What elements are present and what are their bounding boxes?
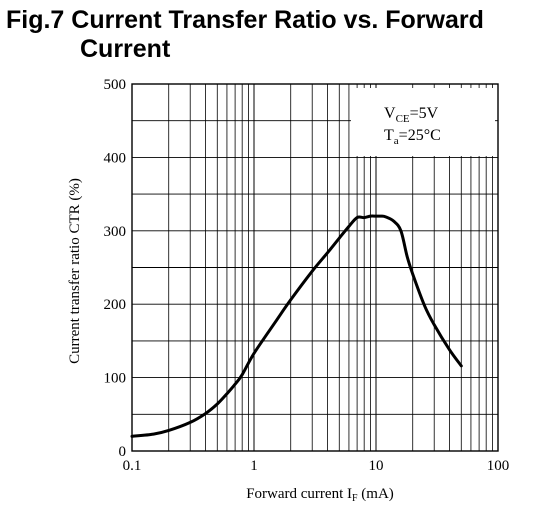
y-tick-label: 300 <box>104 224 127 240</box>
figure-title-line1: Fig.7 Current Transfer Ratio vs. Forward <box>6 6 484 34</box>
grid-layer <box>132 84 498 451</box>
series-layer <box>130 214 463 438</box>
x-tick-label: 100 <box>487 458 510 474</box>
y-tick-label: 200 <box>104 297 127 313</box>
y-axis-label: Current transfer ratio CTR (%) <box>67 178 83 364</box>
figure-title: Fig.7 Current Transfer Ratio vs. Forward… <box>6 6 546 64</box>
annotation-vce: VCE=5V <box>384 105 439 125</box>
x-tick-label: 0.1 <box>123 458 142 474</box>
annotation-ta: Ta=25°C <box>384 127 441 147</box>
y-tick-labels: 0 100 200 300 400 500 <box>104 77 127 460</box>
annotation-background <box>351 88 495 156</box>
plot-frame <box>131 83 499 452</box>
x-tick-label: 10 <box>369 458 384 474</box>
y-tick-label: 500 <box>104 77 127 93</box>
series-line-ctr <box>130 214 463 438</box>
x-tick-label: 1 <box>250 458 258 474</box>
figure-title-line2: Current <box>80 35 171 63</box>
annotation-box: VCE=5V Ta=25°C <box>351 88 495 156</box>
y-tick-label: 0 <box>119 444 127 460</box>
x-tick-labels: 0.1 1 10 100 <box>123 458 510 474</box>
y-tick-label: 100 <box>104 371 127 387</box>
y-tick-label: 400 <box>104 150 127 166</box>
plot-border <box>131 83 499 452</box>
x-axis-label: Forward current IF (mA) <box>246 486 394 504</box>
